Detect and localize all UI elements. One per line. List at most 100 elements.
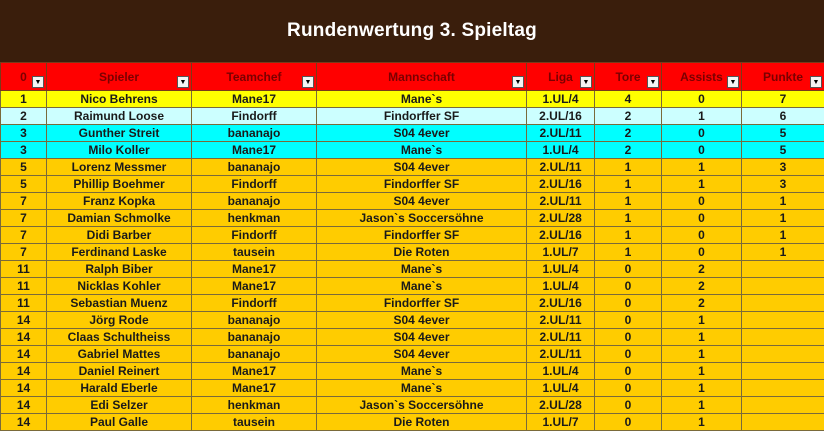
punkte-cell[interactable]	[741, 260, 824, 278]
teamchef-cell[interactable]: Findorff	[191, 294, 317, 312]
liga-cell[interactable]: 2.UL/11	[526, 345, 595, 363]
filter-dropdown-icon[interactable]: ▼	[580, 76, 592, 88]
assists-cell[interactable]: 1	[661, 311, 742, 329]
player-cell[interactable]: Ralph Biber	[46, 260, 192, 278]
assists-cell[interactable]: 2	[661, 294, 742, 312]
rank-cell[interactable]: 5	[0, 175, 47, 193]
teamchef-cell[interactable]: bananajo	[191, 328, 317, 346]
team-cell[interactable]: Mane`s	[316, 260, 527, 278]
team-cell[interactable]: Jason`s Soccersöhne	[316, 396, 527, 414]
tore-cell[interactable]: 0	[594, 413, 662, 431]
teamchef-cell[interactable]: Mane17	[191, 379, 317, 397]
liga-cell[interactable]: 1.UL/7	[526, 243, 595, 261]
assists-cell[interactable]: 1	[661, 175, 742, 193]
punkte-cell[interactable]: 1	[741, 209, 824, 227]
liga-cell[interactable]: 1.UL/4	[526, 90, 595, 108]
teamchef-cell[interactable]: Mane17	[191, 260, 317, 278]
rank-cell[interactable]: 14	[0, 345, 47, 363]
liga-cell[interactable]: 1.UL/7	[526, 413, 595, 431]
punkte-cell[interactable]: 7	[741, 90, 824, 108]
liga-cell[interactable]: 2.UL/28	[526, 396, 595, 414]
teamchef-cell[interactable]: Mane17	[191, 277, 317, 295]
teamchef-cell[interactable]: Mane17	[191, 362, 317, 380]
player-cell[interactable]: Gabriel Mattes	[46, 345, 192, 363]
rank-cell[interactable]: 1	[0, 90, 47, 108]
liga-cell[interactable]: 2.UL/11	[526, 328, 595, 346]
tore-cell[interactable]: 4	[594, 90, 662, 108]
player-cell[interactable]: Claas Schultheiss	[46, 328, 192, 346]
tore-cell[interactable]: 1	[594, 158, 662, 176]
team-cell[interactable]: Jason`s Soccersöhne	[316, 209, 527, 227]
assists-cell[interactable]: 1	[661, 328, 742, 346]
team-cell[interactable]: S04 4ever	[316, 158, 527, 176]
player-cell[interactable]: Edi Selzer	[46, 396, 192, 414]
teamchef-cell[interactable]: henkman	[191, 209, 317, 227]
team-cell[interactable]: Findorffer SF	[316, 175, 527, 193]
punkte-cell[interactable]	[741, 345, 824, 363]
liga-cell[interactable]: 2.UL/16	[526, 226, 595, 244]
rank-cell[interactable]: 3	[0, 141, 47, 159]
punkte-cell[interactable]	[741, 413, 824, 431]
punkte-cell[interactable]: 1	[741, 243, 824, 261]
filter-dropdown-icon[interactable]: ▼	[512, 76, 524, 88]
team-cell[interactable]: S04 4ever	[316, 192, 527, 210]
tore-cell[interactable]: 0	[594, 260, 662, 278]
assists-cell[interactable]: 2	[661, 260, 742, 278]
team-cell[interactable]: S04 4ever	[316, 311, 527, 329]
tore-cell[interactable]: 1	[594, 175, 662, 193]
assists-cell[interactable]: 1	[661, 362, 742, 380]
tore-cell[interactable]: 0	[594, 328, 662, 346]
player-cell[interactable]: Milo Koller	[46, 141, 192, 159]
punkte-cell[interactable]: 3	[741, 175, 824, 193]
assists-cell[interactable]: 0	[661, 243, 742, 261]
tore-cell[interactable]: 0	[594, 396, 662, 414]
punkte-cell[interactable]: 5	[741, 124, 824, 142]
assists-cell[interactable]: 0	[661, 141, 742, 159]
assists-cell[interactable]: 0	[661, 192, 742, 210]
teamchef-cell[interactable]: henkman	[191, 396, 317, 414]
assists-cell[interactable]: 1	[661, 345, 742, 363]
team-cell[interactable]: Die Roten	[316, 243, 527, 261]
team-cell[interactable]: Mane`s	[316, 277, 527, 295]
tore-cell[interactable]: 0	[594, 294, 662, 312]
assists-cell[interactable]: 1	[661, 107, 742, 125]
team-cell[interactable]: Mane`s	[316, 379, 527, 397]
punkte-cell[interactable]	[741, 362, 824, 380]
liga-cell[interactable]: 1.UL/4	[526, 141, 595, 159]
teamchef-cell[interactable]: tausein	[191, 243, 317, 261]
liga-cell[interactable]: 2.UL/11	[526, 192, 595, 210]
rank-cell[interactable]: 14	[0, 396, 47, 414]
punkte-cell[interactable]: 1	[741, 226, 824, 244]
rank-cell[interactable]: 7	[0, 209, 47, 227]
tore-cell[interactable]: 1	[594, 209, 662, 227]
punkte-cell[interactable]	[741, 379, 824, 397]
player-cell[interactable]: Daniel Reinert	[46, 362, 192, 380]
teamchef-cell[interactable]: bananajo	[191, 124, 317, 142]
player-cell[interactable]: Nico Behrens	[46, 90, 192, 108]
filter-dropdown-icon[interactable]: ▼	[647, 76, 659, 88]
team-cell[interactable]: Die Roten	[316, 413, 527, 431]
team-cell[interactable]: S04 4ever	[316, 328, 527, 346]
rank-cell[interactable]: 7	[0, 243, 47, 261]
tore-cell[interactable]: 0	[594, 379, 662, 397]
teamchef-cell[interactable]: bananajo	[191, 345, 317, 363]
liga-cell[interactable]: 1.UL/4	[526, 277, 595, 295]
player-cell[interactable]: Harald Eberle	[46, 379, 192, 397]
player-cell[interactable]: Damian Schmolke	[46, 209, 192, 227]
rank-cell[interactable]: 14	[0, 311, 47, 329]
rank-cell[interactable]: 14	[0, 328, 47, 346]
player-cell[interactable]: Raimund Loose	[46, 107, 192, 125]
player-cell[interactable]: Didi Barber	[46, 226, 192, 244]
player-cell[interactable]: Gunther Streit	[46, 124, 192, 142]
filter-dropdown-icon[interactable]: ▼	[727, 76, 739, 88]
team-cell[interactable]: Findorffer SF	[316, 226, 527, 244]
rank-cell[interactable]: 14	[0, 362, 47, 380]
player-cell[interactable]: Jörg Rode	[46, 311, 192, 329]
liga-cell[interactable]: 2.UL/16	[526, 175, 595, 193]
tore-cell[interactable]: 1	[594, 226, 662, 244]
liga-cell[interactable]: 2.UL/11	[526, 158, 595, 176]
liga-cell[interactable]: 2.UL/11	[526, 124, 595, 142]
filter-dropdown-icon[interactable]: ▼	[810, 76, 822, 88]
teamchef-cell[interactable]: Mane17	[191, 90, 317, 108]
punkte-cell[interactable]	[741, 294, 824, 312]
